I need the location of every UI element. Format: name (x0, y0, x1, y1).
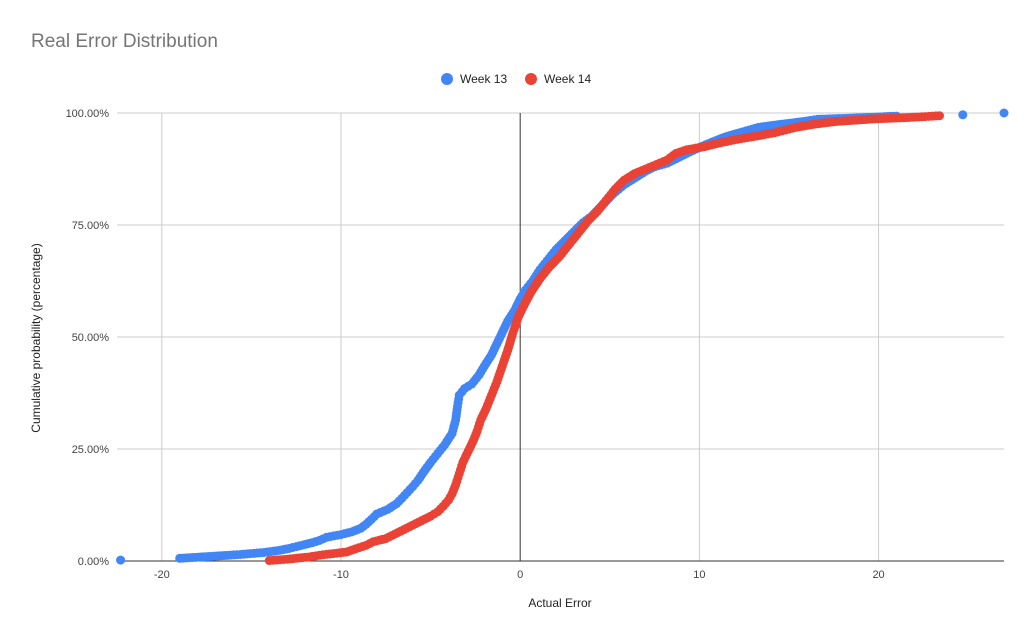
y-axis-title: Cumulative probability (percentage) (29, 243, 43, 432)
y-tick-label: 50.00% (72, 332, 110, 344)
y-tick-label: 25.00% (72, 444, 110, 456)
x-tick-label: 20 (872, 569, 884, 581)
y-tick-label: 100.00% (66, 108, 110, 120)
chart-title: Real Error Distribution (31, 31, 218, 52)
axes: 0.00% 25.00% 50.00% 75.00% 100.00% -20 -10 0 10 2… (66, 108, 1004, 581)
data-point (999, 108, 1009, 118)
legend-marker (525, 73, 537, 85)
y-tick-label: 0.00% (78, 556, 109, 568)
legend-marker (441, 73, 453, 85)
data-point (116, 555, 126, 565)
legend-item: Week 14 (525, 72, 591, 86)
legend-label: Week 14 (544, 72, 591, 86)
data-point (958, 110, 968, 120)
x-tick-label: 10 (693, 569, 705, 581)
x-tick-label: 0 (517, 569, 523, 581)
series-layer (116, 108, 1009, 566)
y-tick-label: 75.00% (72, 220, 110, 232)
x-tick-label: -20 (154, 569, 170, 581)
legend: Week 13 Week 14 (441, 72, 591, 86)
series-week-14 (264, 111, 944, 566)
x-tick-label: -10 (333, 569, 349, 581)
legend-item: Week 13 (441, 72, 507, 86)
x-axis-title: Actual Error (528, 596, 591, 610)
grid (117, 112, 1004, 562)
data-point (934, 111, 944, 121)
legend-label: Week 13 (460, 72, 507, 86)
